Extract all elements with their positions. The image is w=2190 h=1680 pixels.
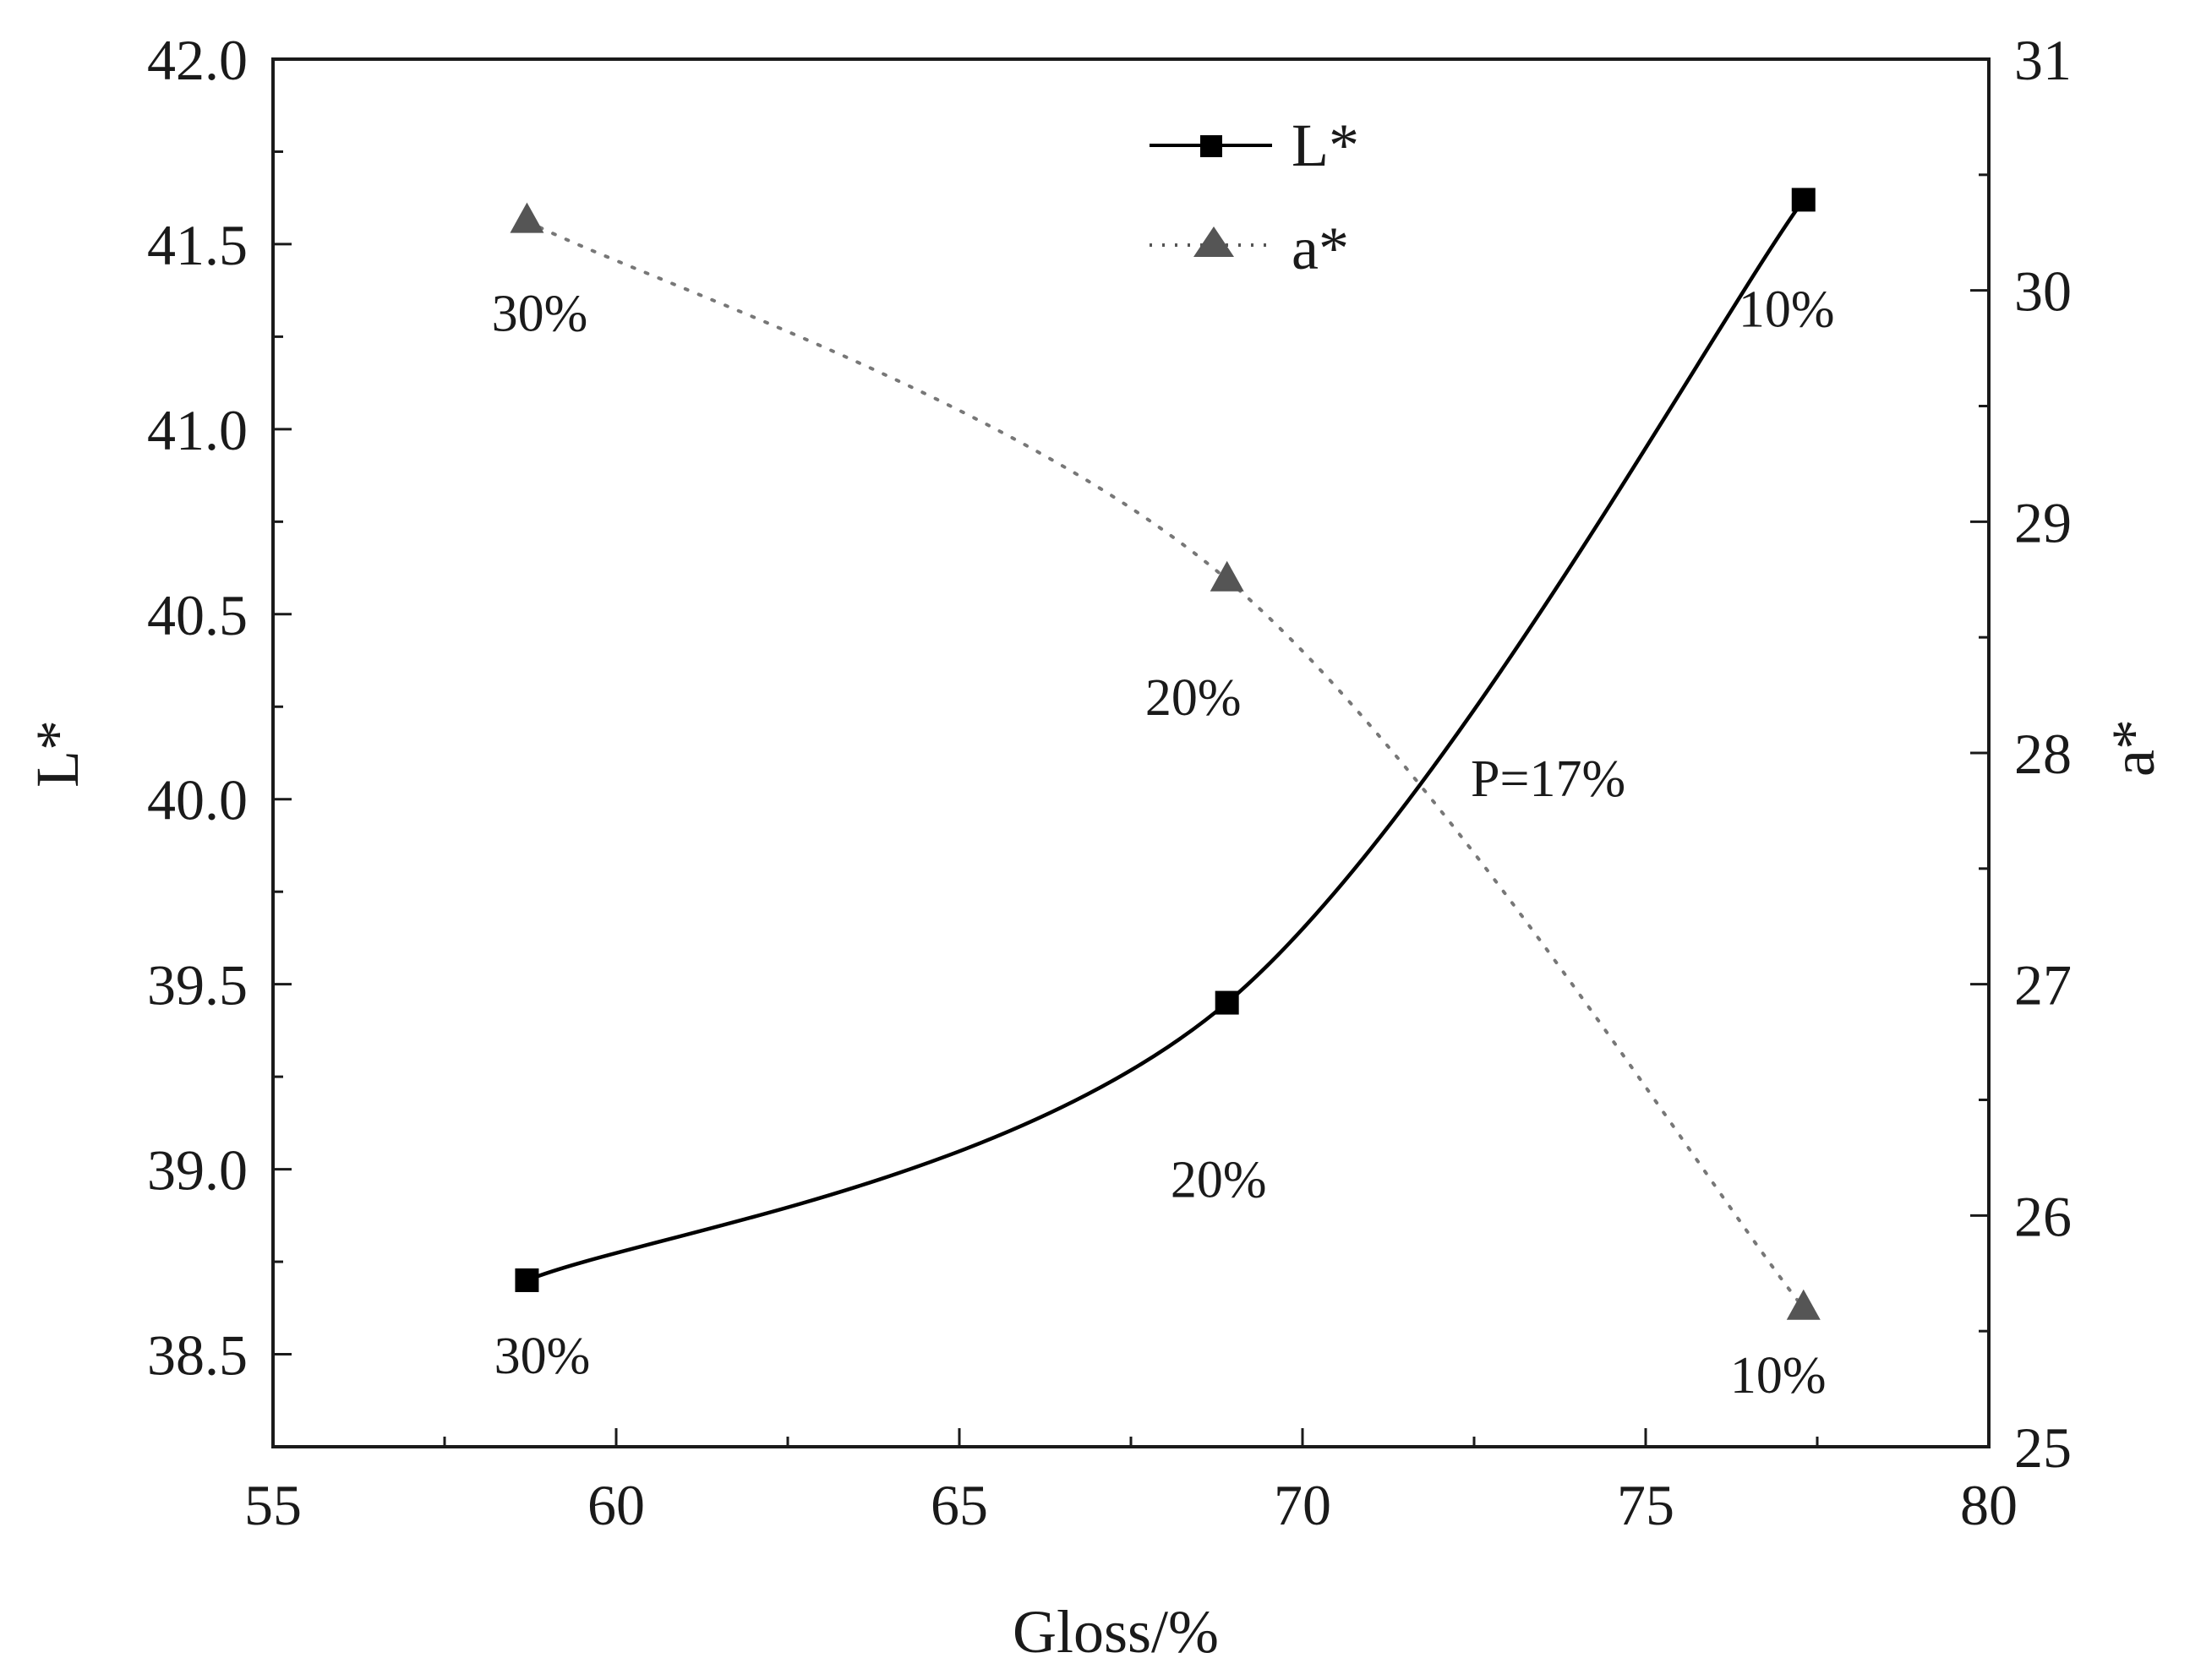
point-label-a-star: 30% — [492, 286, 588, 343]
y-left-tick-label: 39.0 — [147, 1138, 248, 1203]
intersection-annotation: P=17% — [1471, 750, 1625, 808]
y-axis-left-title: L* — [24, 720, 91, 788]
x-tick-label: 65 — [931, 1473, 988, 1537]
x-tick-label: 60 — [587, 1473, 645, 1537]
legend-label-a-star: a* — [1292, 215, 1349, 282]
x-tick-label: 70 — [1274, 1473, 1331, 1537]
point-l-star — [1215, 991, 1239, 1015]
y-right-tick-label: 28 — [2014, 722, 2072, 786]
y-right-tick-label: 30 — [2014, 259, 2072, 324]
y-right-tick-label: 27 — [2014, 953, 2072, 1017]
series-line-l-star — [527, 199, 1803, 1280]
point-label-a-star: 20% — [1145, 669, 1242, 727]
point-l-star — [1792, 188, 1816, 211]
point-label-l-star: 30% — [494, 1328, 591, 1385]
point-a-star — [1787, 1290, 1821, 1320]
y-left-tick-label: 38.5 — [147, 1323, 248, 1388]
x-tick-label: 55 — [244, 1473, 302, 1537]
plot-frame — [273, 59, 1989, 1447]
y-left-tick-label: 40.0 — [147, 768, 248, 832]
y-left-tick-label: 41.0 — [147, 398, 248, 462]
point-label-a-star: 10% — [1730, 1347, 1827, 1405]
point-label-l-star: 10% — [1739, 281, 1835, 338]
y-axis-right-title: a* — [2100, 719, 2167, 777]
legend: L* a* — [1150, 112, 1359, 282]
y-right-tick-label: 31 — [2014, 28, 2072, 92]
labels-layer: 55 60 65 70 75 80 38.5 39.0 39.5 40.0 40.5 41.0 41.5… — [147, 28, 2072, 1537]
x-axis-title: Gloss/% — [1013, 1598, 1219, 1666]
legend-marker-l-star — [1200, 135, 1222, 157]
y-right-tick-label: 25 — [2014, 1415, 2072, 1480]
point-l-star — [515, 1268, 538, 1292]
y-right-tick-label: 29 — [2014, 490, 2072, 554]
legend-label-l-star: L* — [1292, 112, 1359, 179]
ticks-layer — [273, 59, 1989, 1447]
y-left-tick-label: 39.5 — [147, 953, 248, 1017]
y-right-tick-label: 26 — [2014, 1184, 2072, 1248]
x-tick-label: 80 — [1960, 1473, 2018, 1537]
y-left-tick-label: 42.0 — [147, 28, 248, 92]
x-tick-label: 75 — [1617, 1473, 1674, 1537]
point-a-star — [510, 203, 543, 233]
point-label-l-star: 20% — [1171, 1152, 1267, 1209]
y-left-tick-label: 41.5 — [147, 213, 248, 277]
legend-marker-a-star — [1193, 226, 1234, 257]
y-left-tick-label: 40.5 — [147, 583, 248, 647]
point-a-star — [1210, 561, 1244, 592]
